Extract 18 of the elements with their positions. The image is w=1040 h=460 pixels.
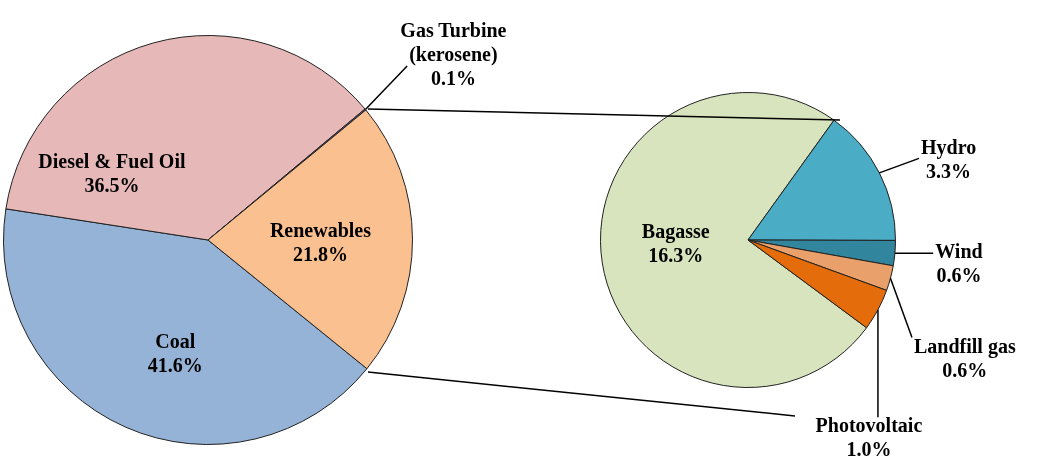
data-label: 21.8% <box>292 243 348 266</box>
slice-label: Landfill gas <box>913 334 1016 358</box>
slice-label: Photovoltaic <box>815 414 923 437</box>
data-label: 0.6% <box>936 264 982 287</box>
slice-label: Gas Turbine (kerosene) <box>400 19 507 67</box>
slice-label: Diesel & Fuel Oil <box>38 149 186 172</box>
data-label: 16.3% <box>648 243 704 266</box>
data-label: 0.1% <box>430 67 476 90</box>
data-label: 41.6% <box>147 353 203 376</box>
data-label: 36.5% <box>84 173 140 196</box>
slice-label: Wind <box>935 240 983 263</box>
data-label: 0.6% <box>942 358 988 381</box>
data-label: 1.0% <box>846 438 892 460</box>
slice-label: Renewables <box>269 219 372 242</box>
data-label: 3.3% <box>926 159 972 182</box>
slice-label: Hydro <box>921 135 977 159</box>
slice-label: Bagasse <box>641 219 710 243</box>
slice-label: Coal <box>155 329 196 352</box>
